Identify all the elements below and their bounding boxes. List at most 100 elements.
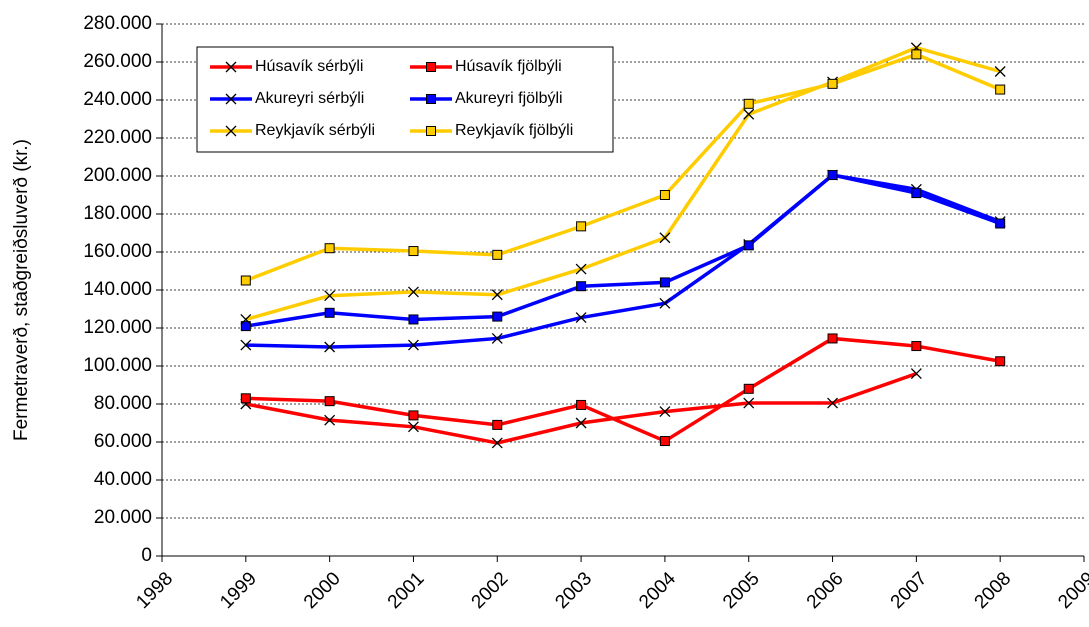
marker — [324, 290, 336, 302]
x-tick-label: 2006 — [803, 568, 848, 613]
legend: Húsavík sérbýli Húsavík fjölbýli Akureyri … — [196, 46, 614, 153]
marker — [659, 277, 670, 288]
marker — [995, 356, 1006, 367]
marker — [408, 410, 419, 421]
marker — [407, 339, 419, 351]
y-tick-label: 120.000 — [83, 317, 152, 338]
marker — [240, 393, 251, 404]
marker — [324, 341, 336, 353]
marker — [576, 221, 587, 232]
y-tick-label: 60.000 — [94, 431, 152, 452]
marker — [911, 49, 922, 60]
marker — [324, 307, 335, 318]
y-tick-label: 160.000 — [83, 241, 152, 262]
marker — [576, 281, 587, 292]
y-axis-label: Fermetraverð, staðgreiðsluverð (kr.) — [11, 139, 32, 441]
marker — [827, 170, 838, 181]
legend-label: Reykjavík sérbýli — [255, 122, 375, 139]
marker — [240, 321, 251, 332]
y-tick-label: 100.000 — [83, 355, 152, 376]
x-tick-label: 2000 — [300, 568, 345, 613]
marker — [743, 98, 754, 109]
marker — [491, 437, 503, 449]
marker — [911, 341, 922, 352]
marker — [225, 61, 237, 73]
marker — [659, 190, 670, 200]
marker — [491, 332, 503, 344]
marker — [324, 414, 336, 426]
marker — [659, 297, 671, 309]
marker — [426, 62, 436, 72]
marker — [910, 368, 922, 380]
marker — [408, 246, 419, 257]
marker — [240, 313, 252, 325]
marker — [575, 263, 587, 275]
marker — [492, 249, 503, 260]
marker — [827, 333, 838, 344]
y-tick-label: 260.000 — [83, 51, 152, 72]
x-tick-label: 2008 — [971, 568, 1016, 613]
x-tick-label: 2002 — [468, 568, 513, 613]
legend-label: Húsavík fjölbýli — [455, 58, 562, 75]
series-line — [245, 173, 1001, 349]
x-tick-label: 1998 — [132, 568, 177, 613]
marker — [240, 275, 251, 286]
x-tick-label: 2005 — [719, 568, 764, 613]
series-line — [245, 336, 1001, 444]
x-tick-label: 1999 — [216, 568, 261, 613]
marker — [491, 289, 503, 301]
y-tick-label: 200.000 — [83, 165, 152, 186]
x-tick-label: 2004 — [635, 568, 680, 613]
y-tick-label: 180.000 — [83, 203, 152, 224]
marker — [225, 93, 237, 105]
y-tick-label: 0 — [141, 545, 152, 566]
marker — [827, 397, 839, 409]
y-tick-label: 20.000 — [94, 507, 152, 528]
marker — [324, 396, 335, 407]
legend-label: Akureyri fjölbýli — [455, 90, 563, 107]
marker — [995, 84, 1006, 95]
x-tick-label: 2003 — [551, 568, 596, 613]
y-tick-label: 220.000 — [83, 127, 152, 148]
legend-box — [196, 46, 614, 153]
marker — [659, 232, 671, 244]
marker — [995, 218, 1006, 229]
series-line — [245, 173, 1001, 328]
marker — [408, 314, 419, 325]
marker — [743, 108, 755, 120]
x-tick-label: 2009 — [1054, 568, 1089, 613]
marker — [743, 240, 754, 251]
marker — [240, 339, 252, 351]
marker — [911, 188, 922, 199]
marker — [225, 125, 237, 137]
marker — [575, 312, 587, 324]
legend-label: Akureyri sérbýli — [255, 90, 364, 107]
marker — [576, 399, 587, 410]
legend-label: Reykjavík fjölbýli — [455, 122, 573, 139]
y-tick-label: 240.000 — [83, 89, 152, 110]
marker — [426, 126, 436, 136]
marker — [994, 66, 1006, 77]
x-tick-label: 2001 — [384, 568, 429, 613]
marker — [575, 417, 587, 429]
x-tick-label: 2007 — [887, 568, 932, 613]
series-line — [245, 45, 1001, 322]
marker — [743, 397, 755, 409]
marker — [827, 78, 838, 89]
marker — [492, 311, 503, 322]
marker — [492, 419, 503, 430]
marker — [659, 436, 670, 447]
marker — [324, 243, 335, 254]
marker — [426, 94, 436, 104]
y-tick-label: 80.000 — [94, 393, 152, 414]
marker — [743, 383, 754, 394]
legend-label: Húsavík sérbýli — [255, 58, 363, 75]
y-tick-label: 40.000 — [94, 469, 152, 490]
series-line — [245, 52, 1001, 283]
y-tick-label: 140.000 — [83, 279, 152, 300]
y-tick-label: 280.000 — [83, 13, 152, 34]
marker — [407, 421, 419, 433]
marker — [407, 286, 419, 298]
marker — [659, 406, 671, 418]
